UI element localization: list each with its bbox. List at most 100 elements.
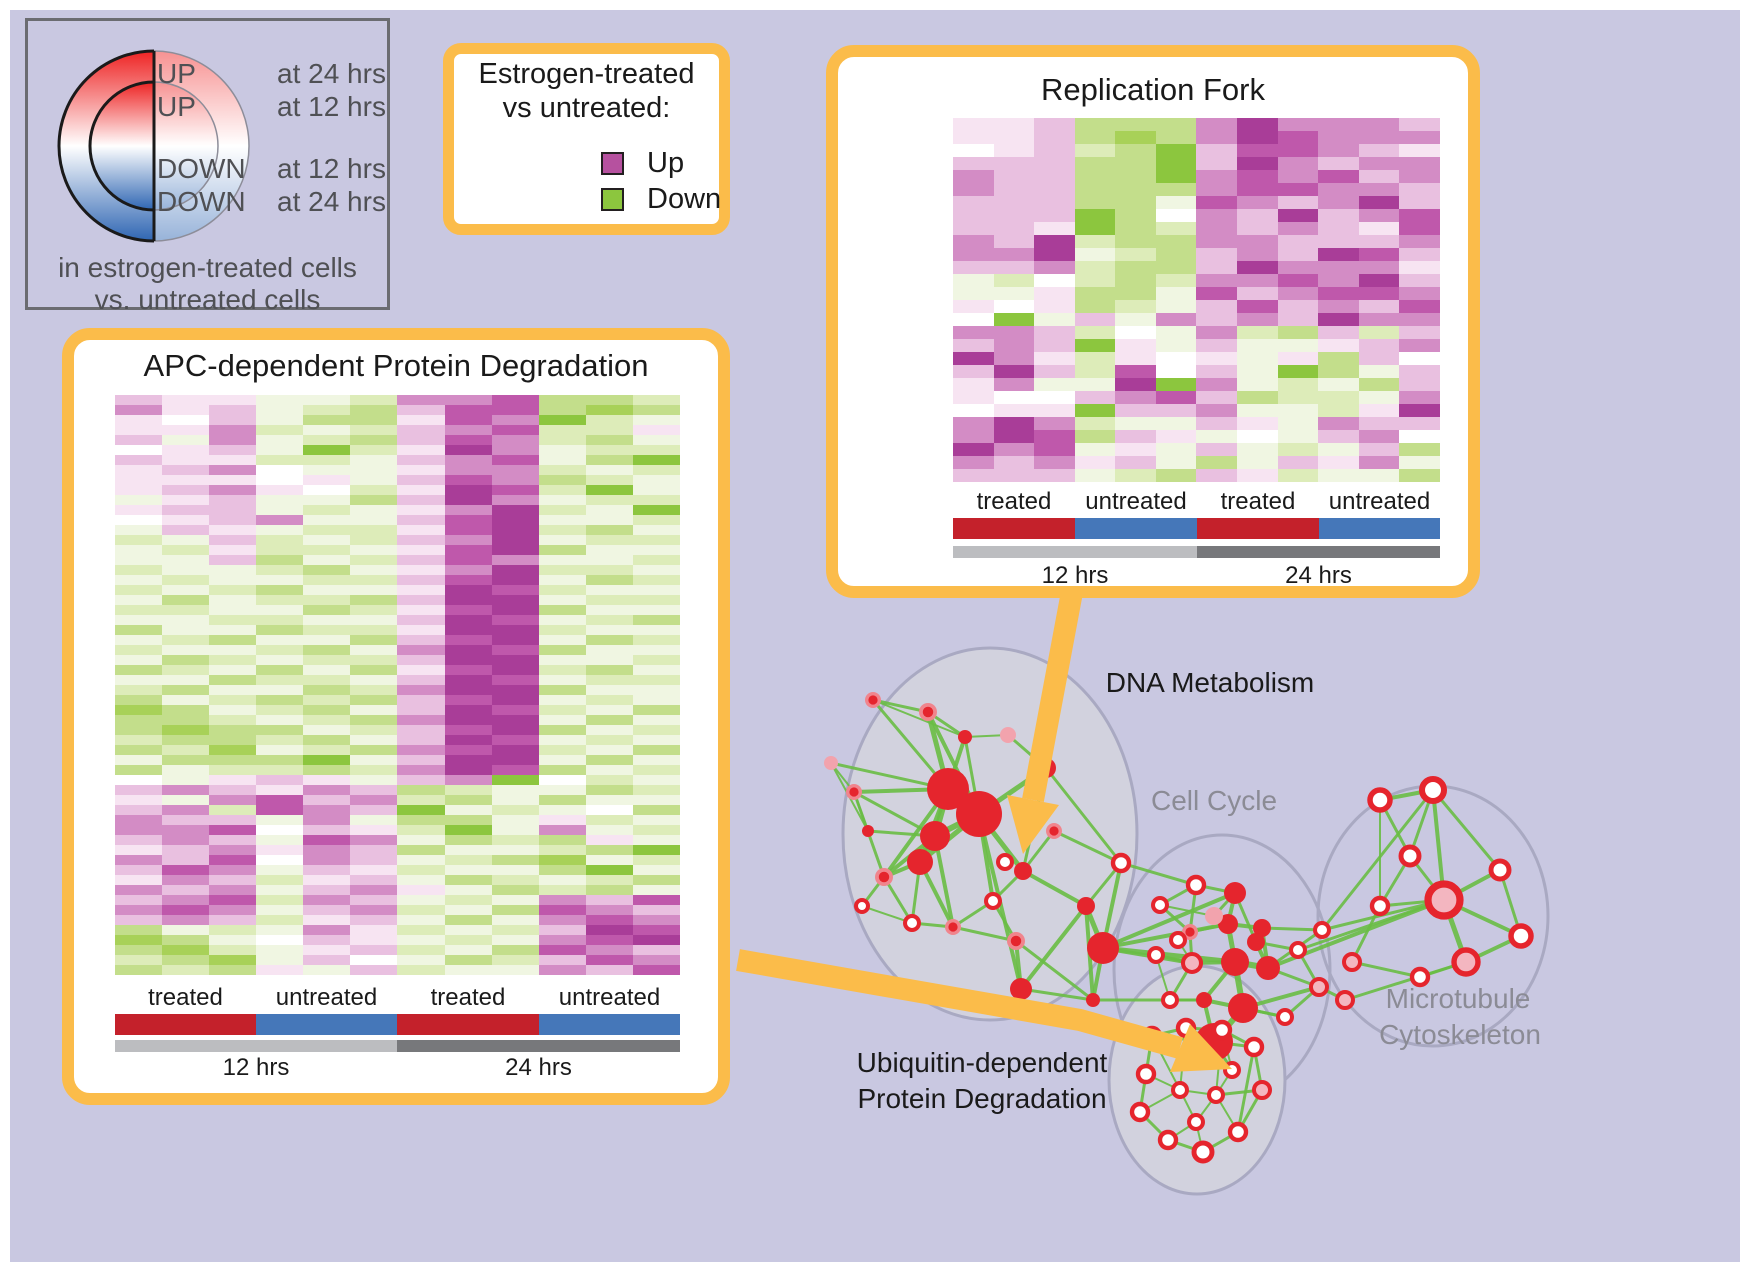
down-color-swatch: [601, 188, 624, 211]
heatmap-cell: [397, 445, 445, 455]
heatmap-row: [953, 469, 1440, 482]
heatmap-cell: [397, 965, 445, 975]
legend-dir-up12: UP: [157, 91, 196, 122]
heatmap-cell: [209, 495, 257, 505]
heatmap-cell: [1196, 118, 1238, 131]
heatmap-cell: [1277, 222, 1319, 235]
heatmap-cell: [953, 443, 994, 456]
heatmap-cell: [491, 965, 539, 975]
heatmap-cell: [115, 635, 163, 645]
heatmap-cell: [350, 655, 398, 665]
heatmap-cell: [538, 905, 586, 915]
heatmap-cell: [256, 395, 304, 405]
heatmap-cell: [632, 945, 680, 955]
heatmap-cell: [303, 875, 351, 885]
heatmap-cell: [585, 625, 633, 635]
heatmap-cell: [491, 505, 539, 515]
network-node-ring: [903, 914, 921, 932]
heatmap-cell: [256, 515, 304, 525]
heatmap-cell: [491, 825, 539, 835]
heatmap-cell: [162, 605, 210, 615]
heatmap-cell: [350, 665, 398, 675]
heatmap-row: [115, 515, 680, 525]
rf-24hr-label: 24 hrs: [1285, 562, 1352, 589]
heatmap-cell: [1318, 261, 1359, 274]
heatmap-cell: [303, 685, 351, 695]
heatmap-cell: [1358, 157, 1400, 170]
heatmap-cell: [256, 665, 304, 675]
heatmap-row: [953, 391, 1440, 404]
heatmap-cell: [538, 855, 586, 865]
heatmap-cell: [538, 455, 586, 465]
heatmap-cell: [209, 955, 257, 965]
heatmap-row: [115, 925, 680, 935]
heatmap-cell: [350, 725, 398, 735]
heatmap-cell: [162, 405, 210, 415]
heatmap-cell: [350, 695, 398, 705]
network-node-solid: [1247, 933, 1265, 951]
heatmap-cell: [256, 555, 304, 565]
heatmap-cell: [1237, 417, 1278, 430]
heatmap-cell: [632, 805, 680, 815]
heatmap-row: [115, 405, 680, 415]
heatmap-cell: [585, 945, 633, 955]
apc-group-label-2: untreated: [275, 984, 378, 1011]
heatmap-cell: [1034, 300, 1075, 313]
heatmap-cell: [256, 745, 304, 755]
heatmap-row: [953, 144, 1440, 157]
heatmap-cell: [1196, 443, 1238, 456]
heatmap-cell: [350, 795, 398, 805]
connector-arrow-head: [1007, 795, 1059, 854]
heatmap-cell: [303, 795, 351, 805]
heatmap-cell: [1318, 404, 1359, 417]
heatmap-cell: [209, 435, 257, 445]
heatmap-cell: [256, 695, 304, 705]
heatmap-cell: [1358, 183, 1400, 196]
heatmap-cell: [303, 725, 351, 735]
heatmap-row: [115, 605, 680, 615]
heatmap-cell: [209, 875, 257, 885]
heatmap-cell: [538, 915, 586, 925]
heatmap-row: [115, 545, 680, 555]
heatmap-cell: [162, 515, 210, 525]
heatmap-cell: [491, 485, 539, 495]
heatmap-cell: [256, 705, 304, 715]
heatmap-cell: [303, 665, 351, 675]
heatmap-cell: [162, 585, 210, 595]
heatmap-cell: [491, 685, 539, 695]
heatmap-row: [953, 248, 1440, 261]
heatmap-cell: [350, 825, 398, 835]
heatmap-cell: [209, 555, 257, 565]
heatmap-cell: [491, 585, 539, 595]
heatmap-cell: [491, 775, 539, 785]
heatmap-cell: [491, 575, 539, 585]
heatmap-cell: [1237, 365, 1278, 378]
heatmap-cell: [585, 535, 633, 545]
heatmap-cell: [585, 885, 633, 895]
heatmap-row: [115, 885, 680, 895]
heatmap-cell: [538, 615, 586, 625]
heatmap-cell: [585, 575, 633, 585]
network-node-pink-ring: [1180, 951, 1204, 975]
heatmap-cell: [162, 595, 210, 605]
cluster-label: DNA Metabolism: [1106, 667, 1315, 698]
heatmap-cell: [350, 505, 398, 515]
network-node-pink-ring: [1424, 880, 1464, 920]
heatmap-cell: [444, 825, 492, 835]
heatmap-cell: [632, 795, 680, 805]
heatmap-cell: [1237, 157, 1278, 170]
network-edge: [1320, 788, 1435, 932]
heatmap-cell: [256, 635, 304, 645]
heatmap-cell: [1358, 170, 1400, 183]
heatmap-cell: [115, 565, 163, 575]
heatmap-row: [115, 575, 680, 585]
heatmap-cell: [993, 391, 1035, 404]
heatmap-cell: [1155, 339, 1197, 352]
heatmap-cell: [209, 735, 257, 745]
heatmap-cell: [162, 395, 210, 405]
heatmap-cell: [209, 445, 257, 455]
heatmap-cell: [303, 585, 351, 595]
rf-group-label-4: untreated: [1328, 488, 1431, 515]
heatmap-cell: [444, 795, 492, 805]
heatmap-cell: [256, 525, 304, 535]
